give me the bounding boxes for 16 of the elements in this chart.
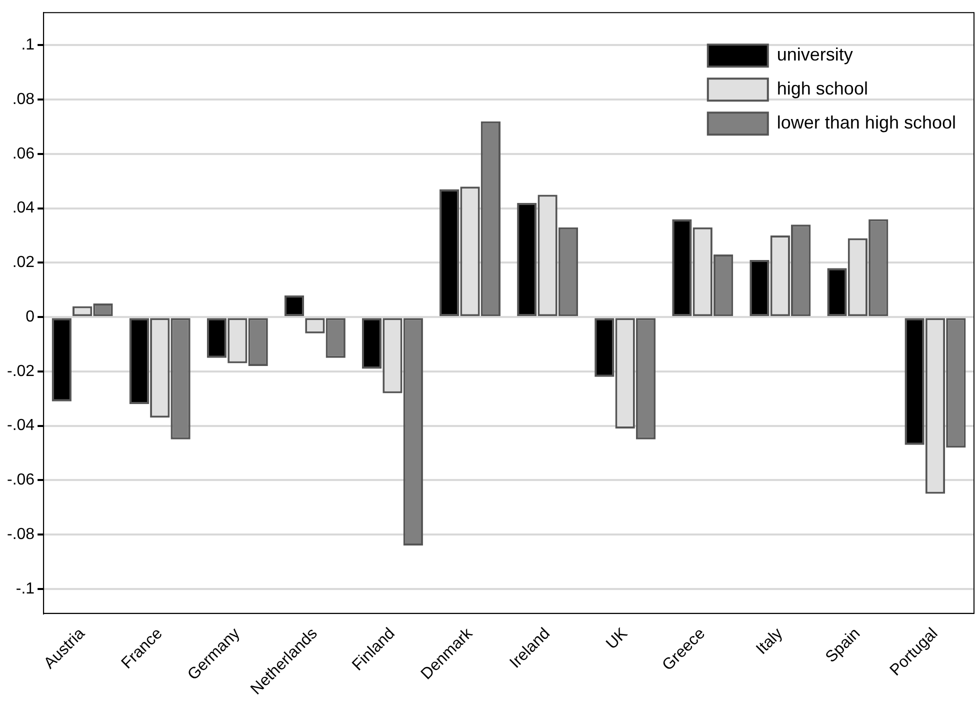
y-tick-label: .08 [12,91,35,108]
y-tick-label: -.1 [16,580,35,598]
x-tick-label: UK [603,624,632,653]
y-tick-label: -.02 [6,362,35,380]
x-tick-label: Italy [753,625,786,658]
y-tick-label: .02 [12,254,35,272]
y-tick-label: .1 [21,36,35,54]
y-tick-label: .04 [12,200,35,217]
legend-label: lower than high school [776,112,956,133]
y-tick-label: -.08 [6,526,35,543]
y-tick-label: -.06 [6,472,35,489]
legend-label: high school [776,78,868,99]
legend-label: university [776,44,853,65]
y-tick-label: .06 [12,145,35,162]
y-tick-label: 0 [26,308,35,326]
y-tick-label: -.04 [6,417,35,434]
